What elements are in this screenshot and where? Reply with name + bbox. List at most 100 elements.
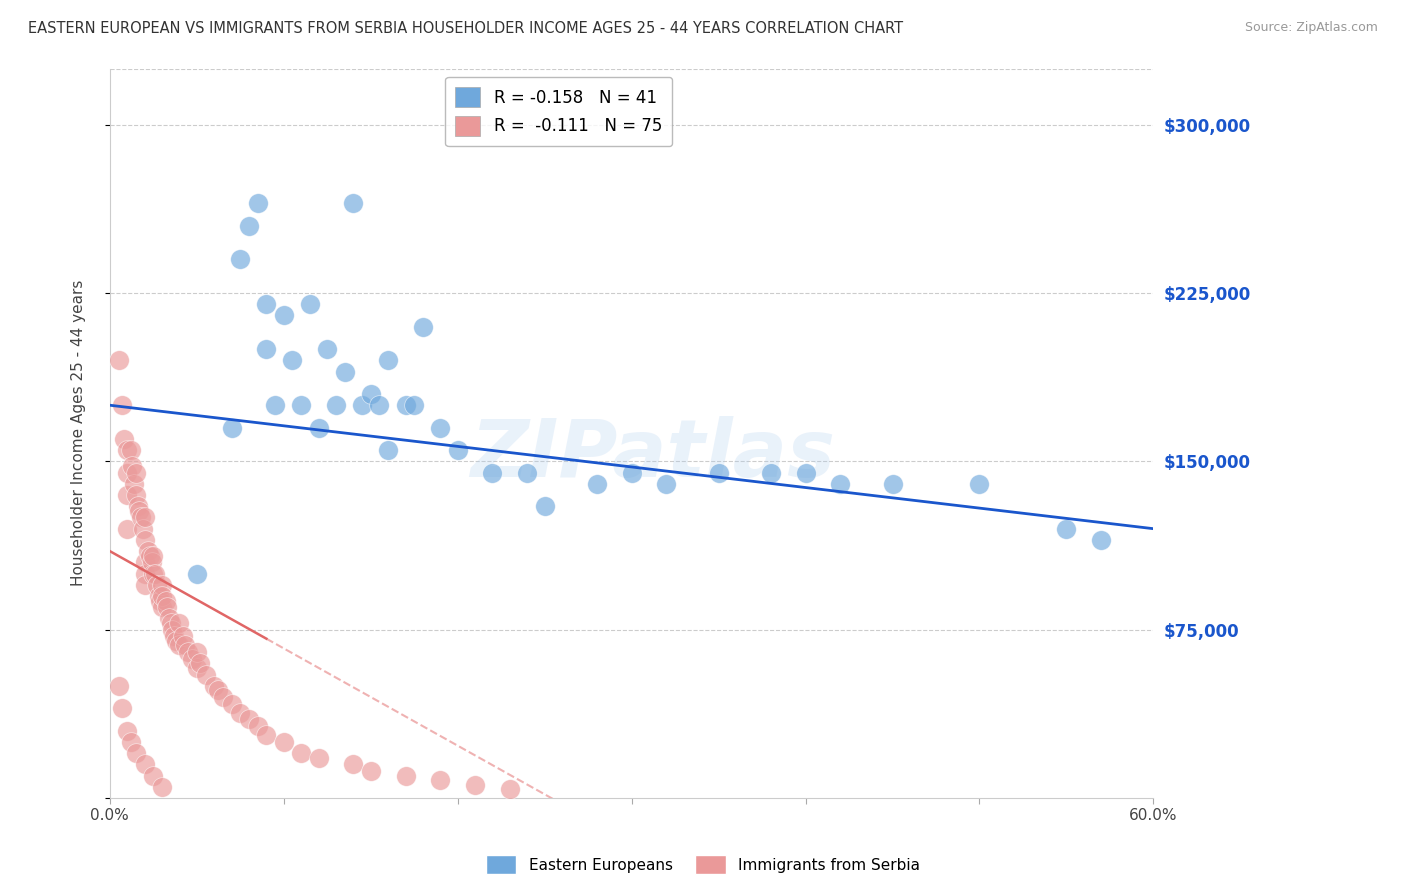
Point <box>1056 522 1078 536</box>
Point <box>360 764 382 778</box>
Point <box>186 661 208 675</box>
Point <box>246 719 269 733</box>
Point <box>157 611 180 625</box>
Point <box>207 683 229 698</box>
Point <box>141 555 163 569</box>
Point <box>429 420 451 434</box>
Text: EASTERN EUROPEAN VS IMMIGRANTS FROM SERBIA HOUSEHOLDER INCOME AGES 25 - 44 YEARS: EASTERN EUROPEAN VS IMMIGRANTS FROM SERB… <box>28 21 903 36</box>
Point <box>360 387 382 401</box>
Point <box>148 589 170 603</box>
Point <box>121 458 143 473</box>
Point <box>120 443 142 458</box>
Point <box>156 600 179 615</box>
Point <box>134 510 156 524</box>
Point <box>238 219 260 233</box>
Point <box>134 578 156 592</box>
Point <box>111 398 134 412</box>
Point <box>180 652 202 666</box>
Point <box>229 706 252 720</box>
Point <box>316 342 339 356</box>
Point <box>134 533 156 547</box>
Point <box>586 476 609 491</box>
Point <box>254 728 277 742</box>
Point <box>368 398 391 412</box>
Point <box>117 522 139 536</box>
Point <box>394 398 416 412</box>
Point <box>308 420 330 434</box>
Point <box>150 578 173 592</box>
Point <box>142 769 165 783</box>
Point <box>155 593 177 607</box>
Point <box>202 679 225 693</box>
Point <box>412 319 434 334</box>
Point <box>273 309 295 323</box>
Point <box>111 701 134 715</box>
Point <box>377 353 399 368</box>
Point <box>342 196 364 211</box>
Point <box>499 782 522 797</box>
Point <box>1090 533 1112 547</box>
Point <box>273 735 295 749</box>
Point <box>146 578 169 592</box>
Point <box>221 420 243 434</box>
Point <box>333 365 356 379</box>
Point <box>969 476 991 491</box>
Point <box>404 398 426 412</box>
Point <box>125 466 148 480</box>
Point <box>122 476 145 491</box>
Point <box>163 629 186 643</box>
Point <box>464 778 486 792</box>
Point <box>830 476 852 491</box>
Point <box>125 488 148 502</box>
Point <box>352 398 374 412</box>
Point <box>882 476 904 491</box>
Point <box>290 398 312 412</box>
Text: ZIPatlas: ZIPatlas <box>470 417 835 494</box>
Point <box>112 432 135 446</box>
Point <box>794 466 817 480</box>
Point <box>194 667 217 681</box>
Point <box>325 398 347 412</box>
Point <box>394 769 416 783</box>
Point <box>117 466 139 480</box>
Point <box>107 679 129 693</box>
Point <box>342 757 364 772</box>
Point <box>134 555 156 569</box>
Point <box>447 443 470 458</box>
Point <box>254 297 277 311</box>
Point <box>238 713 260 727</box>
Point <box>107 353 129 368</box>
Point <box>246 196 269 211</box>
Point <box>150 589 173 603</box>
Point <box>136 544 159 558</box>
Point <box>707 466 730 480</box>
Legend: Eastern Europeans, Immigrants from Serbia: Eastern Europeans, Immigrants from Serbi… <box>479 849 927 880</box>
Point <box>620 466 643 480</box>
Point <box>281 353 304 368</box>
Point <box>759 466 782 480</box>
Point <box>533 500 555 514</box>
Point <box>150 780 173 794</box>
Point <box>162 623 184 637</box>
Point <box>429 773 451 788</box>
Point <box>142 549 165 563</box>
Text: Source: ZipAtlas.com: Source: ZipAtlas.com <box>1244 21 1378 34</box>
Point <box>128 504 150 518</box>
Point <box>516 466 538 480</box>
Point <box>290 746 312 760</box>
Legend: R = -0.158   N = 41, R =  -0.111   N = 75: R = -0.158 N = 41, R = -0.111 N = 75 <box>446 77 672 146</box>
Point <box>169 615 191 630</box>
Point <box>117 488 139 502</box>
Point <box>143 566 166 581</box>
Point <box>125 746 148 760</box>
Point <box>142 566 165 581</box>
Point <box>377 443 399 458</box>
Point <box>186 645 208 659</box>
Point <box>165 634 187 648</box>
Point <box>186 566 208 581</box>
Point <box>129 510 152 524</box>
Point <box>188 657 211 671</box>
Point <box>173 639 195 653</box>
Point <box>177 645 200 659</box>
Point <box>134 566 156 581</box>
